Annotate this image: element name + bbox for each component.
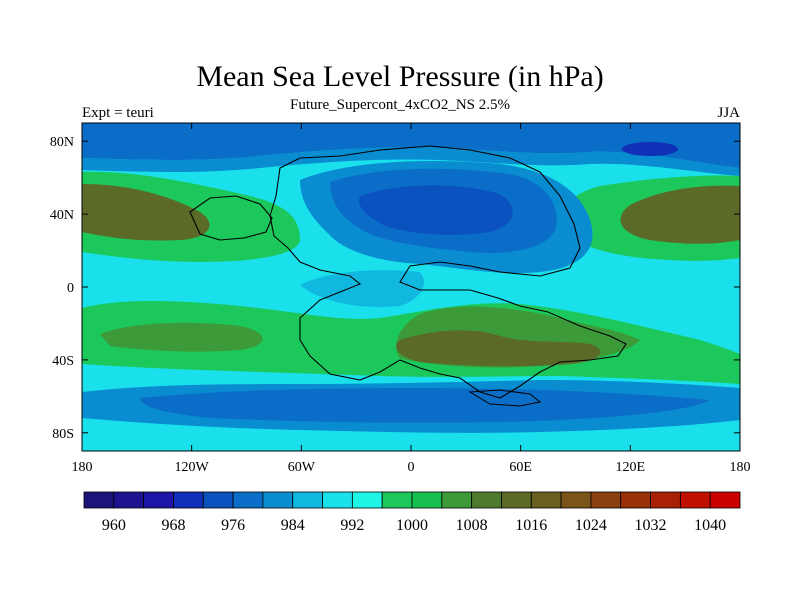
lon-tick-label: 180: [72, 460, 93, 475]
colorbar-swatch: [351, 491, 383, 509]
southern-island-coastline: [468, 389, 542, 407]
pressure-high-north-east-core: [620, 185, 740, 244]
colorbar-swatch: [501, 491, 532, 509]
colorbar-swatch: [709, 491, 741, 509]
colorbar-swatch: [143, 491, 174, 509]
colorbar-swatch: [441, 491, 473, 509]
pressure-high-north-west-core: [82, 184, 210, 241]
western-landmass-coastline: [189, 195, 273, 241]
lon-tick-label: 120E: [616, 460, 646, 475]
colorbar-label: 1016: [515, 517, 547, 534]
colorbar-swatch: [202, 491, 234, 509]
pressure-field: [82, 123, 740, 451]
lon-tick-label: 60W: [288, 460, 316, 475]
pressure-high-south-core: [396, 330, 601, 367]
colorbar-swatch: [292, 491, 323, 509]
map-title: Mean Sea Level Pressure (in hPa): [196, 60, 604, 93]
colorbar-swatch: [530, 491, 562, 509]
colorbar-swatch: [411, 491, 443, 509]
colorbar-swatch: [322, 491, 353, 509]
colorbar-label: 984: [281, 517, 305, 534]
colorbar-label: 968: [161, 517, 185, 534]
colorbar-swatch: [262, 491, 294, 509]
supercontinent-coastline: [269, 145, 627, 399]
colorbar-swatch: [650, 491, 681, 509]
colorbar-label: 960: [102, 517, 126, 534]
colorbar-label: 1024: [575, 517, 607, 534]
pressure-low-south: [140, 388, 710, 423]
pressure-band-north-low: [82, 123, 740, 168]
colorbar-swatch: [590, 491, 622, 509]
colorbar-swatch: [232, 491, 264, 509]
colorbar-label: 976: [221, 517, 245, 534]
colorbar-swatch: [381, 491, 413, 509]
lon-tick-label: 180: [730, 460, 751, 475]
colorbar-swatch: [113, 491, 145, 509]
colorbar-swatch: [173, 491, 204, 509]
pressure-colorbar: 960 968 976 984 992 1000 1008 1016 1024 1032 1040: [83, 491, 741, 534]
colorbar-swatch: [679, 491, 711, 509]
colorbar-label: 992: [340, 517, 364, 534]
colorbar-label: 1032: [635, 517, 667, 534]
lat-tick-label: 40N: [50, 208, 74, 223]
map-subtitle: Future_Supercont_4xCO2_NS 2.5%: [290, 97, 510, 113]
pressure-band-equatorial: [300, 270, 424, 308]
lon-tick-label: 60E: [509, 460, 532, 475]
colorbar-swatch: [471, 491, 502, 509]
colorbar-label: 1000: [396, 517, 428, 534]
longitude-axis: 180 120W 60W 0 60E 120E 180: [72, 123, 751, 475]
colorbar-label: 1040: [694, 517, 726, 534]
season-label: JJA: [717, 105, 740, 121]
lat-tick-label: 80N: [50, 135, 74, 150]
lon-tick-label: 0: [408, 460, 415, 475]
experiment-label: Expt = teuri: [82, 105, 154, 121]
lat-tick-label: 40S: [52, 354, 74, 369]
colorbar-swatch: [620, 491, 651, 509]
pressure-low-arctic: [622, 142, 678, 156]
lat-tick-label: 0: [67, 281, 74, 296]
colorbar-swatch: [83, 491, 115, 509]
colorbar-label: 1008: [456, 517, 488, 534]
pressure-low-continent-core: [359, 185, 513, 235]
latitude-axis: 80N 40N 0 40S 80S: [50, 135, 740, 442]
pressure-high-south-west: [100, 322, 263, 352]
pressure-band-north-edge: [82, 147, 740, 176]
lon-tick-label: 120W: [175, 460, 210, 475]
colorbar-swatch: [560, 491, 592, 509]
lat-tick-label: 80S: [52, 427, 74, 442]
